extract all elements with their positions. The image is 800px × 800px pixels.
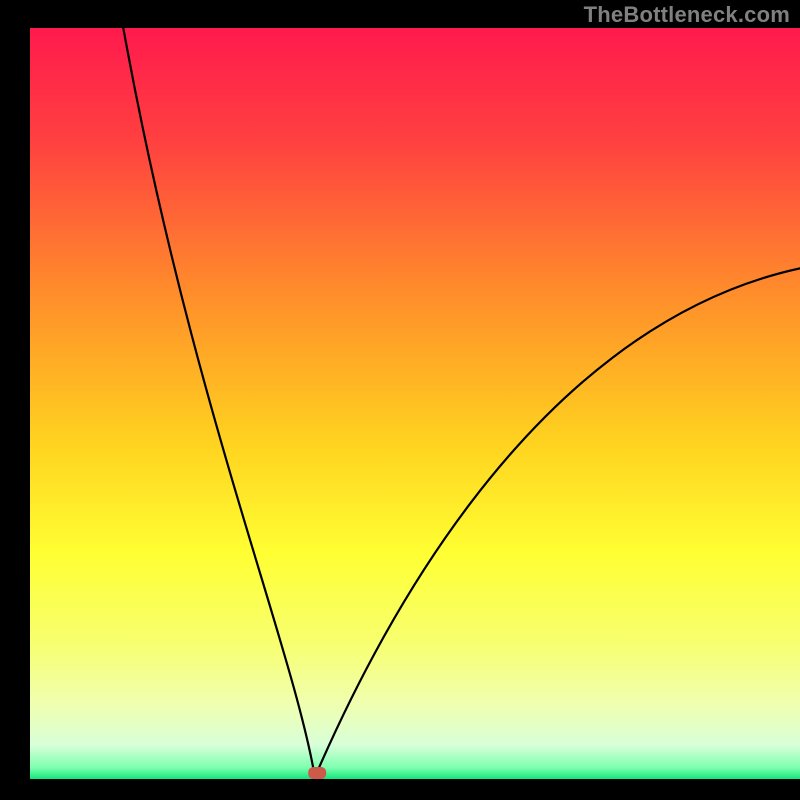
bottleneck-chart xyxy=(0,0,800,800)
watermark-text: TheBottleneck.com xyxy=(584,2,790,28)
optimal-point-marker xyxy=(308,767,326,779)
